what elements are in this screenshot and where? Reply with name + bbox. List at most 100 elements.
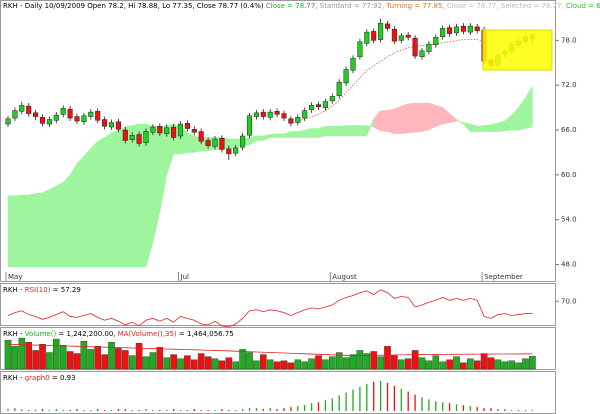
candle-body <box>212 138 218 147</box>
candle-body <box>246 115 253 136</box>
bar <box>490 408 492 411</box>
bar <box>193 409 195 411</box>
bar <box>407 391 409 411</box>
bar <box>529 355 536 370</box>
candle-body <box>122 129 128 141</box>
cloud-segment <box>83 147 92 268</box>
candle-body <box>74 116 80 122</box>
bar <box>80 340 88 370</box>
cloud-segment <box>400 103 409 135</box>
bar <box>467 358 474 370</box>
y-tick-label: 78.0 <box>561 36 577 44</box>
candle-body <box>198 131 204 142</box>
bar <box>121 350 129 370</box>
panel-label: RKH - Volume() = 1,242,200.00, MA(Volume… <box>3 330 234 338</box>
bar <box>425 360 433 370</box>
bar <box>342 357 350 370</box>
bar <box>170 354 177 370</box>
bar <box>149 352 157 370</box>
candle-body <box>53 114 59 121</box>
plot-layer: May Jul August September 48.0 54.0 60.0 66.0 72.… <box>4 18 577 411</box>
bar <box>124 409 126 411</box>
bar <box>453 356 460 370</box>
cloud-segment <box>414 102 423 133</box>
bar <box>483 408 485 411</box>
label-part: Close = 78.77, <box>447 2 501 10</box>
bar <box>221 409 223 411</box>
bar <box>290 407 292 411</box>
candle-body <box>129 135 135 140</box>
cloud-segment <box>90 140 98 268</box>
cloud-segment <box>125 125 133 268</box>
bar <box>269 408 271 411</box>
candle-body <box>60 108 66 115</box>
cloud-segment <box>318 125 326 138</box>
bar <box>248 408 251 411</box>
cloud-segment <box>435 104 444 127</box>
cloud-segment <box>118 126 126 268</box>
bar <box>287 362 295 370</box>
candle-body <box>343 69 349 84</box>
bar <box>439 361 447 370</box>
bar <box>115 348 122 370</box>
bar <box>55 409 57 411</box>
candle-body <box>219 137 225 150</box>
bar <box>186 410 189 411</box>
candle-body <box>95 111 101 121</box>
x-tick-label: August <box>332 273 357 281</box>
candle-body <box>46 119 52 125</box>
bar <box>508 360 516 370</box>
cloud-segment <box>311 128 319 138</box>
candle-body <box>150 126 156 133</box>
bar <box>28 410 30 411</box>
candle-body <box>315 104 322 108</box>
label-part: Turning = 77.85, <box>385 2 446 10</box>
cloud-segment <box>111 129 119 268</box>
bar <box>391 355 398 370</box>
cloud-segment <box>325 125 333 137</box>
cloud-segment <box>407 102 416 134</box>
x-tick-label: Jul <box>180 273 190 281</box>
candle-body <box>398 35 404 41</box>
bar <box>14 408 16 411</box>
bar <box>241 409 244 411</box>
candle-body <box>26 105 32 114</box>
cloud-segment <box>304 128 312 138</box>
cloud-segment <box>35 192 43 268</box>
bar <box>135 343 143 370</box>
bar <box>90 410 92 411</box>
bar <box>87 349 95 370</box>
label-part: RKH - <box>3 286 25 294</box>
bar <box>301 361 309 370</box>
ma-line <box>7 343 533 356</box>
candle-body <box>5 118 11 125</box>
bar <box>156 347 164 370</box>
cloud-segment <box>387 108 395 135</box>
candle-body <box>440 28 446 37</box>
bar <box>331 398 333 411</box>
candle-body <box>419 50 425 58</box>
bar <box>473 360 481 370</box>
bar <box>211 358 219 370</box>
bar <box>39 344 46 370</box>
candle-body <box>371 31 377 41</box>
bar <box>110 410 113 411</box>
label-part: = 0.93 <box>50 374 76 382</box>
y-tick-label: 70.0 <box>561 297 577 305</box>
candle-body <box>115 121 121 130</box>
candle-body <box>177 123 184 137</box>
candle-body <box>240 135 246 148</box>
candle-body <box>19 105 25 112</box>
bar <box>476 407 478 411</box>
panel-label: RKH - Daily 10/09/2009 Open 78.2, Hi 78.… <box>3 2 600 10</box>
candle-body <box>412 37 418 57</box>
x-tick-label: May <box>8 273 22 281</box>
bar <box>446 359 453 370</box>
bar <box>163 357 171 370</box>
bar <box>197 353 205 370</box>
bar <box>184 355 191 370</box>
candle-body <box>426 43 432 52</box>
cloud-segment <box>69 162 78 268</box>
label-part: Close = 78.77, <box>266 2 320 10</box>
bar <box>131 410 133 411</box>
